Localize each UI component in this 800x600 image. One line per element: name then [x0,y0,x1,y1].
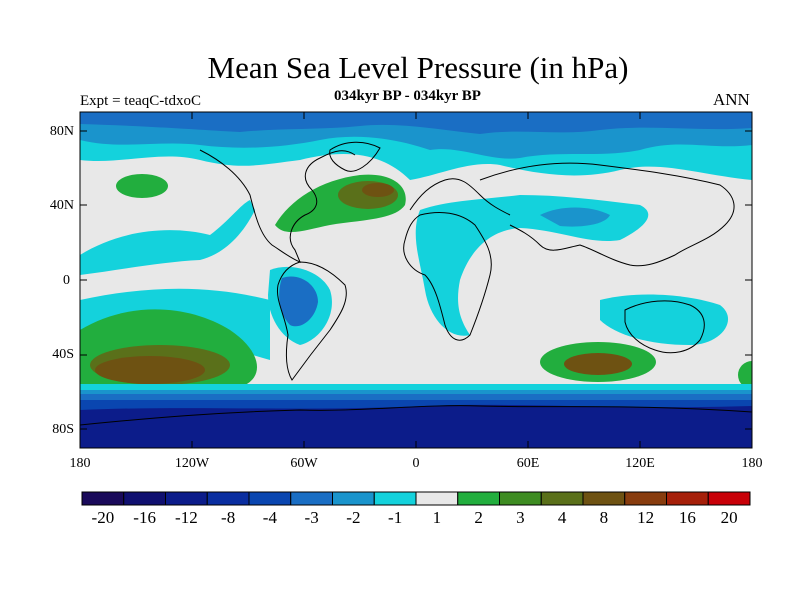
australia-coast [624,300,705,354]
colorbar-swatch [290,491,333,506]
lon-tick-label: 120W [174,456,210,471]
lat-tick-label: 40S [52,347,74,362]
north-pacific-high [116,174,168,198]
colorbar-tick-label: -16 [133,508,156,527]
south-america-coast [276,261,347,381]
lon-tick-label: 180 [69,456,91,471]
lat-tick-label: 80N [49,124,74,139]
southern-cyan-band [80,384,752,390]
colorbar-swatch [123,491,166,506]
colorbar-swatch [707,491,751,506]
northern-dark-band [80,112,752,134]
colorbar-swatch [666,491,709,506]
colorbar-tick-label: -2 [346,508,361,527]
lon-tick-label: 60E [516,456,540,471]
colorbar-swatch [81,491,125,506]
colorbar-swatch [415,491,459,506]
lon-tick-label: 120E [625,456,655,471]
colorbar-swatch [332,491,375,506]
map-title: Mean Sea Level Pressure (in hPa) [207,50,629,85]
map-subtitle: 034kyr BP - 034kyr BP [334,88,481,104]
colorbar-swatch [540,491,584,506]
contour-field [80,112,752,448]
indian-ocean-high-core [564,353,632,375]
colorbar-swatch [248,491,292,506]
antarctica-coast [80,405,752,426]
south-pacific-high-peak [95,356,205,384]
colorbar-swatch [457,491,500,506]
greenland-coast [329,141,381,172]
asia-blue-patch [540,207,610,227]
colorbar-swatch [582,491,626,506]
north-america-coast [199,149,356,263]
antarctic-navy-band [80,404,752,448]
coastlines [80,141,752,426]
colorbar-tick-label: 16 [678,508,696,527]
colorbar-tick-label: 1 [432,508,442,527]
south-america-blue [279,276,318,327]
lon-tick-label: 60W [290,456,318,471]
colorbar-tick-label: -1 [388,508,403,527]
colorbar [81,491,751,506]
colorbar-swatch [165,491,208,506]
lat-tick-label: 40N [49,198,74,213]
europe-coast [409,178,511,216]
colorbar-tick-label: -12 [175,508,198,527]
colorbar-tick-label: 4 [557,508,567,527]
colorbar-swatch [206,491,250,506]
colorbar-tick-label: 20 [720,508,738,527]
colorbar-tick-label: 8 [599,508,609,527]
lon-tick-label: 0 [412,456,420,471]
colorbar-swatch [624,491,667,506]
lat-tick-label: 80S [52,422,74,437]
season-label: ANN [713,90,750,109]
colorbar-tick-label: -8 [221,508,236,527]
asia-coast [479,162,735,267]
lon-tick-label: 180 [741,456,763,471]
colorbar-swatch [499,491,542,506]
colorbar-tick-label: -20 [91,508,115,527]
colorbar-tick-label: 12 [637,508,655,527]
colorbar-swatch [373,491,417,506]
east-edge-high [738,361,752,389]
colorbar-tick-label: 2 [474,508,483,527]
north-atlantic-high-peak [362,183,394,197]
southern-midblue-band [80,390,752,394]
lat-tick-label: 0 [63,273,70,288]
eurasia-africa-cyan [415,195,649,336]
colorbar-tick-label: -4 [262,508,277,527]
southern-blue-band [80,394,752,400]
africa-coast [403,212,492,341]
experiment-label: Expt = teaqC-tdxoC [80,93,201,109]
colorbar-tick-label: -3 [304,508,319,527]
colorbar-tick-label: 3 [516,508,525,527]
pacific-cyan-tongue [80,200,255,275]
axis-ticks [80,112,752,448]
